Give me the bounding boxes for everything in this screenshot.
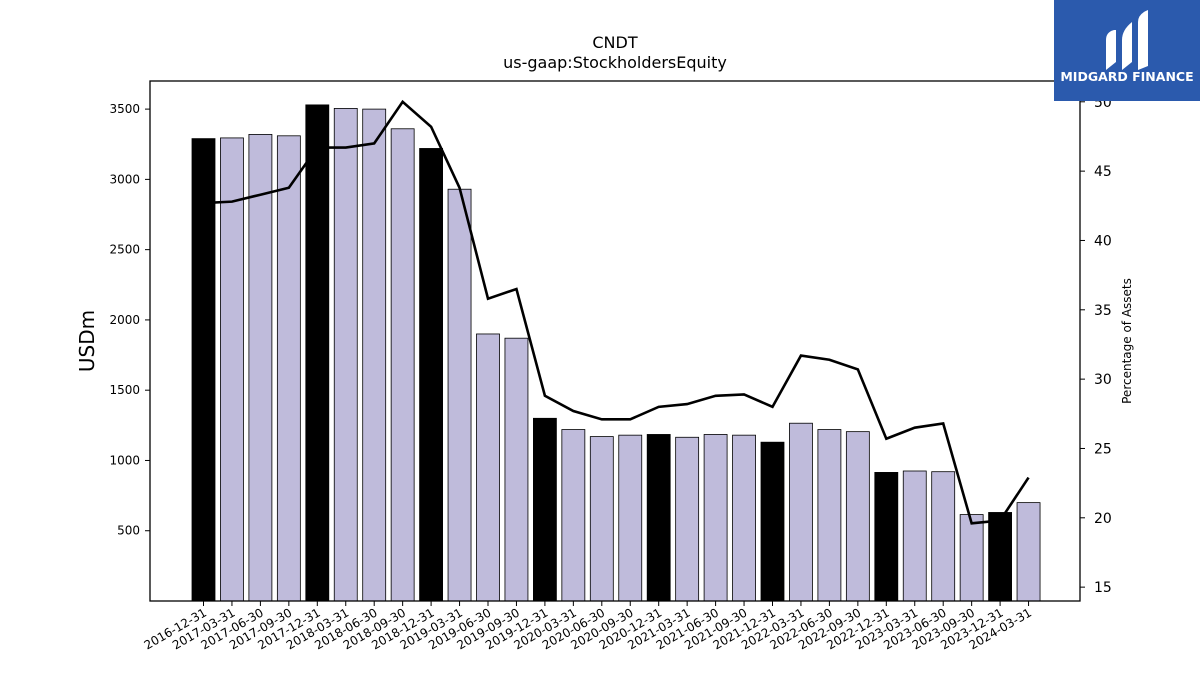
bar-2018-12-31 xyxy=(419,148,444,602)
y2-tick-label: 45 xyxy=(1094,164,1112,180)
bar-2019-03-31 xyxy=(447,188,472,602)
bar-2020-06-30 xyxy=(589,436,614,602)
bars-group xyxy=(191,104,1041,602)
bar-2021-06-30 xyxy=(703,434,728,602)
y2-tick-label: 30 xyxy=(1094,372,1112,388)
bar-2023-03-31 xyxy=(902,470,927,602)
plot-frame xyxy=(149,80,1081,602)
bar-2021-12-31 xyxy=(760,441,785,602)
logo-text: MIDGARD FINANCE xyxy=(1060,69,1193,84)
bar-2021-09-30 xyxy=(732,434,756,602)
bar-2019-09-30 xyxy=(504,337,529,602)
y2-tick-label: 25 xyxy=(1094,441,1112,457)
bar-2023-09-30 xyxy=(959,514,984,602)
bar-2020-09-30 xyxy=(618,434,643,602)
left-axis-ticks: 500 1000 1500 2000 2500 3000 3500 xyxy=(109,102,150,538)
y-tick-label: 1000 xyxy=(109,453,140,467)
y-tick-label: 2000 xyxy=(109,313,140,327)
chart-title: CNDT xyxy=(592,33,637,52)
y-tick-label: 3500 xyxy=(109,102,140,116)
midgard-logo: MIDGARD FINANCE xyxy=(1054,0,1200,101)
bar-2023-12-31 xyxy=(988,512,1012,602)
bar-2020-03-31 xyxy=(561,429,586,602)
bar-2019-06-30 xyxy=(476,333,500,602)
bar-2022-03-31 xyxy=(789,422,813,602)
bar-2022-06-30 xyxy=(817,429,842,602)
y-axis-label: USDm xyxy=(75,310,99,372)
bar-2020-12-31 xyxy=(646,434,671,602)
bar-2019-12-31 xyxy=(533,417,557,602)
bar-2021-03-31 xyxy=(675,436,700,602)
x-axis-ticks: 2016-12-312017-03-312017-06-302017-09-30… xyxy=(142,601,1034,652)
bar-2016-12-31 xyxy=(191,138,216,602)
bar-2017-09-30 xyxy=(276,135,301,602)
bar-2024-03-31 xyxy=(1016,502,1041,602)
chart-subtitle: us-gaap:StockholdersEquity xyxy=(503,53,727,72)
y2-tick-label: 40 xyxy=(1094,233,1112,249)
y-tick-label: 500 xyxy=(117,524,140,538)
percentage-of-assets-line xyxy=(203,99,1030,525)
bar-2018-03-31 xyxy=(333,108,358,602)
y2-tick-label: 15 xyxy=(1094,580,1112,596)
y-tick-label: 1500 xyxy=(109,383,140,397)
bar-2018-09-30 xyxy=(390,128,415,602)
y2-tick-label: 20 xyxy=(1094,511,1112,527)
bar-2022-09-30 xyxy=(845,431,870,602)
y2-axis-label: Percentage of Assets xyxy=(1120,278,1134,404)
bar-2017-12-31 xyxy=(305,104,330,602)
bar-2023-06-30 xyxy=(931,471,956,602)
y-tick-label: 2500 xyxy=(109,243,140,257)
bar-2018-06-30 xyxy=(362,108,387,602)
bar-2017-06-30 xyxy=(248,134,273,602)
midgard-logo-icon xyxy=(1106,10,1148,70)
bar-2022-12-31 xyxy=(874,472,899,602)
y2-tick-label: 35 xyxy=(1094,303,1112,319)
bar-2017-03-31 xyxy=(220,137,244,602)
y-tick-label: 3000 xyxy=(109,172,140,186)
